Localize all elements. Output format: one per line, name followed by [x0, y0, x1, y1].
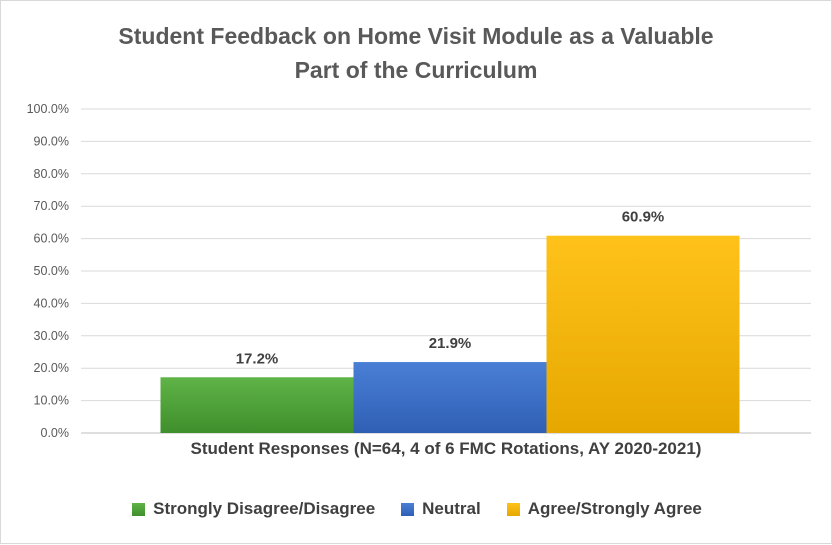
chart-title-line-1: Student Feedback on Home Visit Module as… — [118, 23, 714, 49]
legend-swatch-agree — [506, 502, 520, 516]
legend-swatch-disagree — [132, 502, 146, 516]
y-tick-label: 80.0% — [34, 167, 69, 181]
legend-item-agree: Agree/Strongly Agree — [506, 499, 702, 519]
bar-disagree — [160, 377, 354, 433]
data-label-neutral: 21.9% — [429, 335, 472, 352]
y-tick-label: 50.0% — [34, 264, 69, 278]
chart-title: Student Feedback on Home Visit Module as… — [21, 19, 811, 87]
y-tick-label: 90.0% — [34, 134, 69, 148]
legend-item-neutral: Neutral — [401, 499, 481, 519]
x-axis-label: Student Responses (N=64, 4 of 6 FMC Rota… — [190, 439, 702, 458]
legend-item-disagree: Strongly Disagree/Disagree — [132, 499, 375, 519]
y-tick-label: 60.0% — [34, 232, 69, 246]
y-tick-label: 40.0% — [34, 296, 69, 310]
legend: Strongly Disagree/Disagree Neutral Agree… — [1, 499, 832, 519]
y-tick-label: 0.0% — [41, 426, 70, 440]
data-label-agree: 60.9% — [622, 209, 665, 226]
legend-label-neutral: Neutral — [422, 499, 481, 518]
y-tick-label: 30.0% — [34, 329, 69, 343]
bar-agree — [546, 235, 740, 433]
data-label-disagree: 17.2% — [236, 350, 279, 367]
y-tick-label: 10.0% — [34, 394, 69, 408]
bar-neutral — [353, 362, 547, 433]
legend-label-disagree: Strongly Disagree/Disagree — [153, 499, 376, 518]
legend-label-agree: Agree/Strongly Agree — [527, 499, 702, 518]
chart-title-line-2: Part of the Curriculum — [294, 57, 538, 83]
y-tick-label: 100.0% — [27, 102, 69, 116]
y-tick-label: 70.0% — [34, 199, 69, 213]
legend-swatch-neutral — [401, 502, 415, 516]
y-tick-label: 20.0% — [34, 361, 69, 375]
